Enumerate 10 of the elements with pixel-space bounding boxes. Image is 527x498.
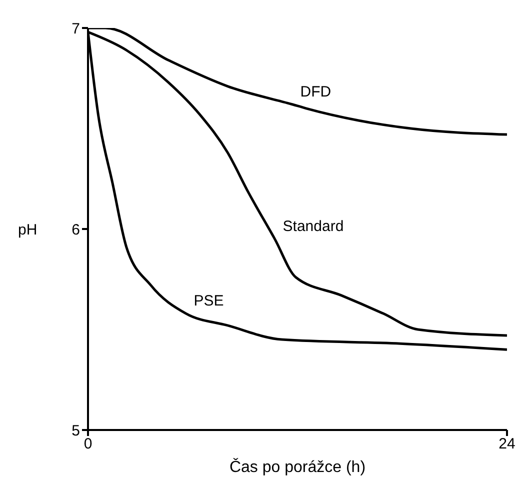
y-axis-title: pH	[18, 221, 38, 238]
x-tick-label: 24	[498, 436, 516, 453]
y-tick-label: 6	[72, 221, 80, 238]
series-label: DFD	[300, 83, 332, 100]
series-label: PSE	[194, 292, 224, 310]
x-tick-label: 0	[84, 436, 92, 453]
y-tick-label: 5	[72, 422, 80, 440]
y-tick-label: 7	[72, 20, 80, 38]
series-label: Standard	[282, 218, 344, 236]
x-axis-title: Čas po porážce (h)	[229, 458, 366, 476]
